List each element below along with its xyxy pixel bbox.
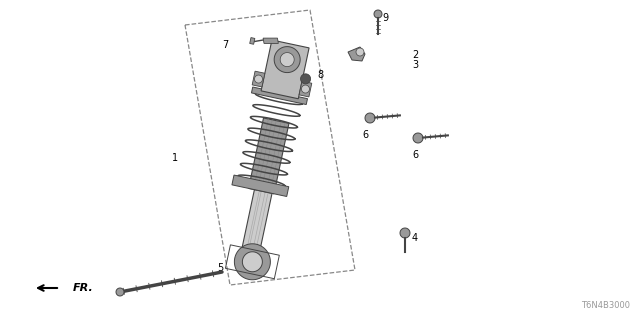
Polygon shape (301, 74, 310, 84)
Text: 8: 8 (317, 70, 323, 80)
Text: 3: 3 (412, 60, 418, 70)
Polygon shape (248, 118, 289, 194)
Polygon shape (280, 52, 294, 67)
Polygon shape (348, 47, 365, 61)
Polygon shape (116, 288, 124, 296)
Polygon shape (232, 175, 289, 196)
Text: 5: 5 (217, 263, 223, 273)
Text: 2: 2 (412, 50, 418, 60)
Polygon shape (240, 186, 273, 262)
Polygon shape (250, 37, 255, 44)
Polygon shape (261, 40, 309, 99)
Polygon shape (243, 252, 262, 272)
Polygon shape (252, 71, 265, 87)
Polygon shape (356, 48, 364, 56)
Text: 6: 6 (412, 150, 418, 160)
Polygon shape (413, 133, 423, 143)
Text: T6N4B3000: T6N4B3000 (581, 301, 630, 310)
Text: 6: 6 (362, 130, 368, 140)
Text: FR.: FR. (73, 283, 93, 293)
Polygon shape (274, 47, 300, 73)
Polygon shape (252, 87, 307, 105)
Text: 4: 4 (412, 233, 418, 243)
Text: 1: 1 (172, 153, 178, 163)
Polygon shape (299, 81, 312, 97)
Polygon shape (255, 75, 262, 83)
Polygon shape (374, 10, 382, 18)
Polygon shape (301, 85, 310, 93)
Polygon shape (263, 38, 278, 44)
Text: 9: 9 (382, 13, 388, 23)
Polygon shape (400, 228, 410, 238)
Polygon shape (234, 244, 270, 280)
Text: 7: 7 (222, 40, 228, 50)
Polygon shape (365, 113, 375, 123)
